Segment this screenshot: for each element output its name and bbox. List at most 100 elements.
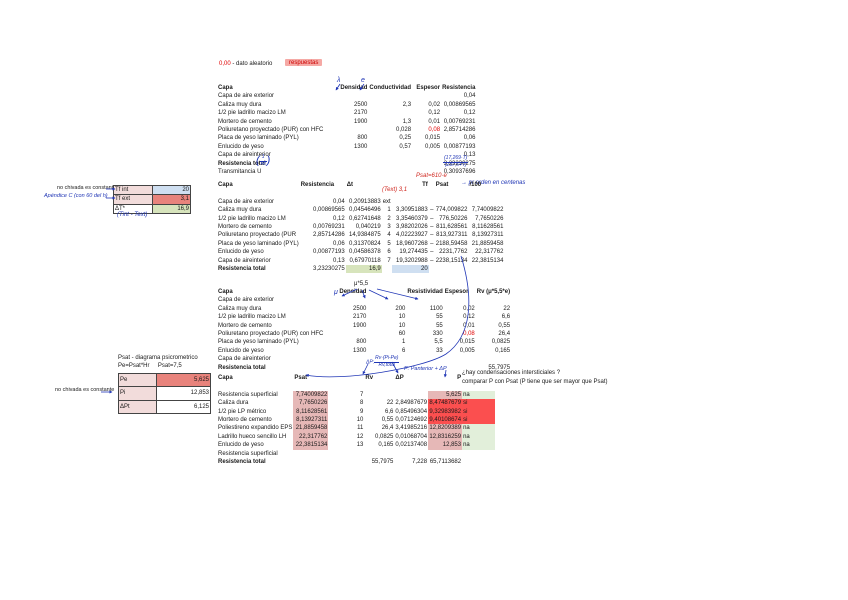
- cell: Poliuretano proyectado (PUR: [218, 232, 297, 239]
- cell: 0,20913883: [349, 198, 381, 205]
- cell: 0,02: [463, 305, 475, 312]
- cell: Placa de yeso laminado (PYL): [218, 339, 299, 346]
- cell: 0,07124692: [395, 417, 428, 424]
- column-header: Densidad: [340, 85, 368, 91]
- cell: Resistencia superficial: [218, 450, 278, 457]
- cell: 19,3202988: [396, 257, 428, 264]
- dp-frac-bottom: Rv,total: [378, 361, 396, 368]
- cell: 0,31370824: [349, 240, 381, 247]
- cell: Resistencia total: [218, 266, 266, 273]
- cell: 1/2 pie ladrillo macizo LM: [218, 314, 286, 321]
- cell: Capa de aireinterior: [218, 356, 271, 363]
- cell: –: [430, 215, 434, 222]
- cell: 12,853: [156, 386, 211, 401]
- cell: 3: [387, 224, 391, 231]
- cell: 800: [356, 339, 367, 346]
- cell: 9: [360, 408, 364, 415]
- cell: 1/2 pie ladrillo macizo LM: [218, 215, 286, 222]
- cell: [324, 296, 367, 304]
- psat-formula-annotation: Psat=610·e: [416, 173, 447, 179]
- cell: 1300: [353, 347, 367, 354]
- mu-title: μ*5,5: [354, 281, 369, 287]
- cell: Poliuretano proyectado (PUR) con HFC: [218, 127, 324, 134]
- cell: 0,67970118: [349, 257, 381, 264]
- cell: [293, 450, 328, 458]
- column-header: Δt: [346, 182, 354, 188]
- column-header: [382, 181, 392, 189]
- column-header: Rv (μ*5,5*e): [476, 289, 511, 295]
- cell: 65,7113682: [429, 459, 462, 466]
- cell: 0,08: [463, 331, 475, 338]
- cell: Caliza muy dura: [218, 101, 262, 108]
- cell: Tf int: [113, 184, 153, 196]
- no-chivada-note-1: no chivada es constante: [57, 185, 117, 191]
- column-header: Espesor: [416, 85, 441, 91]
- cell: 330: [432, 331, 443, 338]
- column-header: Rv: [365, 375, 374, 381]
- cell: 0,04586378: [349, 249, 381, 256]
- frac-denominator: Rt: [260, 160, 266, 167]
- cell: [392, 189, 429, 197]
- cell: [394, 382, 428, 390]
- column-header: Tf: [422, 182, 428, 188]
- dp-formula-annotation: ΔP: Rv·(Pi-Pe) Rv,total: [366, 355, 400, 368]
- cell: 3,98202026: [396, 224, 428, 231]
- cell: 0,25: [399, 135, 412, 142]
- cell: 0,06: [333, 240, 345, 247]
- column-header: P: [457, 375, 462, 381]
- cell: 6: [387, 249, 391, 256]
- cell: 800: [357, 135, 368, 142]
- cell: 22,317762: [475, 249, 504, 256]
- cell: 2238,15134: [435, 257, 468, 264]
- cell: 21,8859458: [471, 240, 504, 247]
- cell: Mortero de cemento: [218, 322, 272, 329]
- cell: 3,41985216: [395, 425, 428, 432]
- cell: si: [462, 399, 496, 408]
- cell: 55,7975: [371, 459, 394, 466]
- cell: 0,12: [428, 110, 441, 117]
- column-header: [367, 288, 406, 296]
- cell: 0,04: [463, 93, 476, 100]
- cell: [328, 450, 364, 458]
- cell: 7,74009822: [293, 390, 329, 400]
- cell: 5,625: [156, 372, 211, 388]
- cell: 0,85496304: [395, 408, 428, 415]
- cell: Resistencia total: [218, 459, 266, 466]
- cell: 10: [398, 314, 406, 321]
- cell: Caliza muy dura: [218, 207, 262, 214]
- cell: 1900: [354, 118, 368, 125]
- cell: 0,12: [463, 314, 475, 321]
- cell: 0,0825: [491, 339, 511, 346]
- cell: [412, 151, 441, 159]
- cell: 0,00769231: [313, 224, 345, 231]
- cell: 1,3: [402, 118, 412, 125]
- no-chivada-note-2: no chivada es constante: [55, 387, 115, 393]
- apendice-note: Apéndice C (con 60 del h): [44, 193, 108, 199]
- cell: 14,9384875: [349, 232, 381, 239]
- cell: [324, 92, 368, 100]
- open-paren: (: [256, 154, 260, 167]
- cell: Resistencia superficial: [218, 391, 278, 398]
- cell: [324, 168, 368, 176]
- cell: 22,3815134: [293, 441, 329, 450]
- cell: 9,40108674: [428, 416, 463, 425]
- cell: 7: [360, 391, 364, 398]
- cell: 0,13: [463, 152, 476, 159]
- cell: [364, 391, 394, 399]
- psat-frac-top: (17,269·T): [443, 155, 469, 163]
- frac-numerator: 1: [259, 154, 267, 162]
- table-temperaturas: Tf int 20 Tf ext 3,1 ΔT* 16,9: [113, 184, 191, 215]
- cell: 0,12: [333, 215, 345, 222]
- cell: ext: [382, 198, 391, 205]
- cell: 2,85714286: [313, 232, 345, 239]
- cell: [462, 458, 495, 466]
- cell: [428, 382, 462, 390]
- cell: [435, 265, 469, 273]
- cell: 2,84987679: [395, 400, 428, 407]
- cell: 2500: [353, 305, 367, 312]
- cell: [468, 265, 504, 273]
- cell: 813,927311: [436, 232, 468, 239]
- cell: 10: [356, 417, 364, 424]
- cell: 8,11628561: [472, 224, 504, 231]
- cell: [364, 382, 394, 390]
